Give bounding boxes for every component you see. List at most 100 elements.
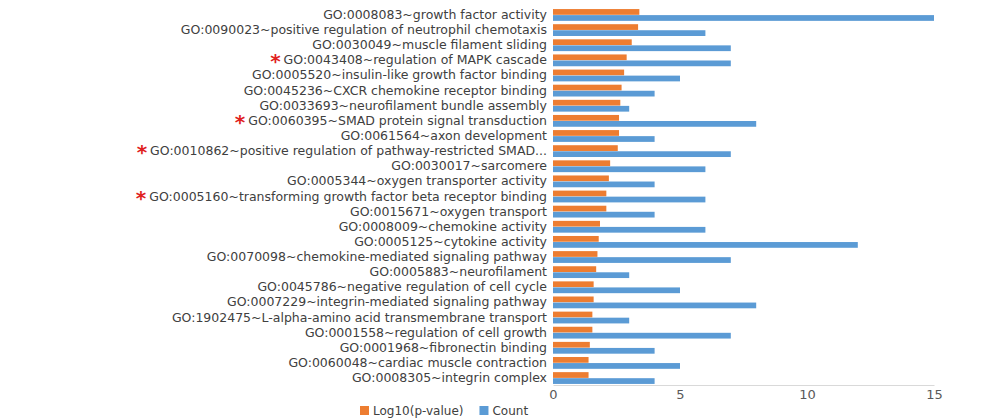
tick: GO:0061564~axon development (341, 128, 553, 143)
bar (553, 106, 629, 112)
tick: GO:0001968~fibronectin binding (340, 340, 553, 355)
bar (553, 9, 639, 15)
annotation: * (137, 140, 148, 164)
tick: GO:0060395~SMAD protein signal transduct… (248, 113, 553, 128)
category-label: GO:0007229~integrin-mediated signaling p… (227, 294, 548, 309)
tick: GO:0001558~regulation of cell growth (305, 325, 553, 340)
category-label: GO:0061564~axon development (341, 128, 547, 143)
bar (553, 363, 680, 369)
tick: GO:0005125~cytokine activity (354, 234, 553, 249)
bar (553, 378, 655, 384)
bar (553, 175, 609, 181)
category-label: GO:0045236~CXCR chemokine receptor bindi… (244, 83, 547, 98)
bar (553, 145, 618, 151)
category-label: GO:0045786~negative regulation of cell c… (257, 279, 547, 294)
bar (553, 24, 638, 30)
tick-label: 5 (676, 387, 684, 402)
tick: GO:0005160~transforming growth factor be… (149, 189, 553, 204)
tick: GO:0030049~muscle filament sliding (312, 37, 553, 52)
chart: 051015GO:0008083~growth factor activityG… (0, 0, 983, 419)
tick: GO:0045786~negative regulation of cell c… (257, 279, 553, 294)
bar (553, 236, 599, 242)
bar (553, 39, 632, 45)
tick-label: 0 (549, 387, 557, 402)
bar (553, 197, 705, 203)
tick-label: 10 (799, 387, 816, 402)
tick: GO:0005520~insulin-like growth factor bi… (252, 67, 553, 82)
legend-label: Count (492, 404, 528, 418)
tick: GO:0015671~oxygen transport (350, 204, 553, 219)
category-label: GO:0030049~muscle filament sliding (312, 37, 547, 52)
tick: GO:0090023~positive regulation of neutro… (181, 22, 553, 37)
bar (553, 76, 680, 82)
bar (553, 191, 606, 197)
bar (553, 287, 680, 293)
bar (553, 348, 655, 354)
category-label: GO:0060395~SMAD protein signal transduct… (248, 113, 547, 128)
bar (553, 54, 627, 60)
tick: 10 (799, 385, 816, 402)
bar (553, 327, 592, 333)
tick: GO:0070098~chemokine-mediated signaling … (207, 249, 553, 264)
legend-swatch (479, 406, 488, 415)
bar (553, 30, 705, 36)
bar (553, 100, 620, 106)
tick: 5 (676, 385, 684, 402)
tick: GO:0030017~sarcomere (391, 158, 553, 173)
bar (553, 15, 934, 21)
annotation: * (270, 49, 281, 73)
bar (553, 251, 597, 257)
bar (553, 333, 731, 339)
tick: GO:0033693~neurofilament bundle assembly (259, 98, 553, 113)
tick: GO:0045236~CXCR chemokine receptor bindi… (244, 83, 553, 98)
bar (553, 70, 624, 76)
category-label: GO:0090023~positive regulation of neutro… (181, 22, 547, 37)
bar (553, 212, 655, 218)
tick: GO:0008305~integrin complex (352, 370, 553, 385)
axis-line (554, 385, 935, 386)
bar (553, 318, 629, 324)
bar (553, 151, 731, 157)
category-label: GO:1902475~L-alpha-amino acid transmembr… (172, 310, 547, 325)
y-axis: GO:0008083~growth factor activityGO:0090… (149, 7, 553, 385)
tick: GO:0008009~chemokine activity (339, 219, 553, 234)
bar (553, 266, 596, 272)
bar (553, 372, 589, 378)
category-label: GO:0005344~oxygen transporter activity (287, 173, 547, 188)
category-label: GO:0008083~growth factor activity (323, 7, 547, 22)
category-label: GO:0005125~cytokine activity (354, 234, 547, 249)
bar (553, 115, 619, 121)
bar (553, 221, 600, 227)
bar (553, 312, 592, 318)
bar (553, 281, 594, 287)
tick: GO:0005883~neurofilament (370, 264, 553, 279)
annotations: **** (136, 49, 281, 209)
legend-swatch (360, 406, 369, 415)
category-label: GO:0030017~sarcomere (391, 158, 547, 173)
tick: GO:0007229~integrin-mediated signaling p… (227, 294, 553, 309)
bar (553, 91, 655, 97)
category-label: GO:0008009~chemokine activity (339, 219, 548, 234)
category-label: GO:0005520~insulin-like growth factor bi… (252, 67, 547, 82)
bar (553, 166, 705, 172)
annotation: * (136, 186, 147, 210)
tick: GO:0005344~oxygen transporter activity (287, 173, 553, 188)
bar (553, 227, 705, 233)
category-label: GO:0001968~fibronectin binding (340, 340, 547, 355)
tick: 0 (549, 385, 557, 402)
bar (553, 296, 594, 302)
bar (553, 121, 756, 127)
x-axis: 051015 (549, 385, 942, 402)
bar (553, 257, 731, 263)
category-label: GO:0070098~chemokine-mediated signaling … (207, 249, 548, 264)
bar (553, 60, 731, 66)
bar (553, 45, 731, 51)
tick: GO:0043408~regulation of MAPK cascade (284, 52, 553, 67)
category-label: GO:0015671~oxygen transport (350, 204, 547, 219)
bar (553, 342, 590, 348)
category-label: GO:0060048~cardiac muscle contraction (288, 355, 547, 370)
series (553, 15, 934, 384)
tick: GO:0060048~cardiac muscle contraction (288, 355, 553, 370)
category-label: GO:0010862~positive regulation of pathwa… (150, 143, 547, 158)
bar (553, 272, 629, 278)
